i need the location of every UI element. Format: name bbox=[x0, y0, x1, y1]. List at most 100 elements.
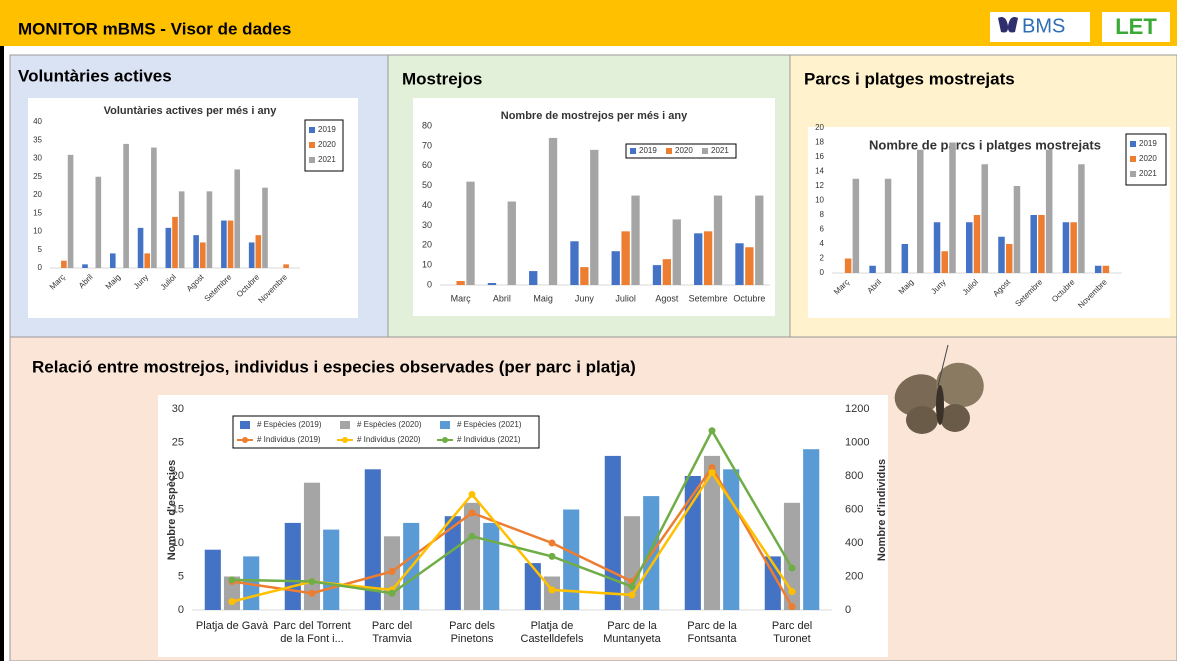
bar bbox=[662, 259, 672, 285]
y-tick-label: 20 bbox=[422, 240, 432, 250]
bar bbox=[234, 169, 241, 268]
bar bbox=[563, 509, 580, 610]
legend-label: 2019 bbox=[639, 146, 657, 155]
bar bbox=[1038, 215, 1045, 273]
x-tick-label: Agost bbox=[655, 293, 679, 303]
y-tick-label: 16 bbox=[815, 152, 824, 161]
line-marker bbox=[708, 469, 716, 477]
y-tick-label: 0 bbox=[820, 268, 825, 277]
chart-title: Nombre de parcs i platges mostrejats bbox=[869, 137, 1101, 152]
legend-box bbox=[232, 415, 540, 449]
legend-label: 2021 bbox=[711, 146, 729, 155]
bar bbox=[941, 251, 949, 273]
legend-label: 2019 bbox=[1139, 139, 1157, 148]
bar bbox=[966, 222, 973, 273]
bar bbox=[193, 235, 199, 268]
bar bbox=[262, 187, 268, 268]
bar bbox=[783, 502, 801, 610]
chart-area bbox=[808, 127, 1170, 318]
bar bbox=[570, 241, 579, 285]
logo-text: LET bbox=[1115, 14, 1157, 39]
panel-title: Mostrejos bbox=[402, 69, 482, 88]
y-tick-label: 25 bbox=[172, 436, 184, 448]
legend-label: # Individus (2021) bbox=[457, 435, 521, 444]
legend-swatch bbox=[1130, 171, 1136, 177]
legend-swatch bbox=[342, 437, 348, 443]
y2-tick-label: 1200 bbox=[845, 403, 869, 415]
legend-label: 2020 bbox=[1139, 154, 1157, 163]
bar bbox=[283, 264, 289, 268]
y-tick-label: 4 bbox=[820, 239, 825, 248]
bar bbox=[151, 147, 157, 268]
bar bbox=[998, 236, 1005, 273]
bar bbox=[933, 222, 941, 273]
y-tick-label: 0 bbox=[427, 279, 432, 289]
bar bbox=[199, 242, 206, 268]
panel-title: Voluntàries actives bbox=[18, 66, 172, 85]
line-marker bbox=[228, 598, 236, 606]
bar bbox=[284, 522, 301, 610]
header-bar bbox=[0, 0, 1177, 46]
bar bbox=[206, 191, 213, 268]
bar bbox=[123, 143, 129, 268]
y-tick-label: 10 bbox=[422, 260, 432, 270]
chart-title: Voluntàries actives per més i any bbox=[104, 105, 278, 117]
legend-label: # Espècies (2019) bbox=[257, 420, 322, 429]
panel-title: Relació entre mostrejos, individus i esp… bbox=[32, 357, 636, 376]
y-tick-label: 20 bbox=[172, 470, 184, 482]
y-tick-label: 30 bbox=[33, 154, 42, 163]
bar bbox=[884, 178, 892, 273]
y-tick-label: 18 bbox=[815, 138, 824, 147]
y-tick-label: 30 bbox=[422, 220, 432, 230]
bar bbox=[204, 549, 221, 610]
y-tick-label: 20 bbox=[33, 190, 42, 199]
bar bbox=[604, 455, 621, 610]
line-marker bbox=[468, 509, 476, 517]
logo-bg bbox=[1102, 12, 1170, 42]
bar bbox=[109, 253, 116, 268]
x-tick-label: Parc del Turonet bbox=[771, 620, 813, 645]
y-tick-label: 10 bbox=[33, 227, 42, 236]
y-tick-label: 14 bbox=[815, 167, 824, 176]
x-tick-label: Parc del Torrent de la Font i... bbox=[273, 620, 351, 645]
y-tick-label: 5 bbox=[178, 570, 184, 582]
bar bbox=[221, 220, 227, 268]
x-tick-label: Parc del Tramvia bbox=[371, 620, 413, 645]
y2-tick-label: 600 bbox=[845, 503, 863, 515]
y-tick-label: 10 bbox=[815, 196, 824, 205]
line-marker bbox=[548, 539, 556, 547]
legend-swatch bbox=[666, 148, 672, 154]
legend-label: 2019 bbox=[318, 125, 336, 134]
y-tick-label: 0 bbox=[178, 604, 184, 616]
bar bbox=[631, 195, 640, 285]
bar bbox=[735, 243, 744, 285]
panel-title: Parcs i platges mostrejats bbox=[804, 69, 1015, 88]
y-tick-label: 12 bbox=[815, 181, 824, 190]
bar bbox=[82, 264, 88, 268]
bar bbox=[1013, 186, 1021, 273]
bar bbox=[444, 516, 461, 610]
legend-label: 2020 bbox=[675, 146, 693, 155]
bar bbox=[901, 244, 909, 273]
x-tick-label: Octubre bbox=[733, 293, 765, 303]
bar bbox=[178, 191, 185, 268]
y-tick-label: 40 bbox=[33, 117, 42, 126]
x-tick-label: Maig bbox=[533, 293, 553, 303]
y2-tick-label: 400 bbox=[845, 537, 863, 549]
bar bbox=[981, 164, 988, 273]
left-border bbox=[0, 46, 4, 661]
legend-swatch bbox=[309, 157, 315, 163]
line-marker bbox=[708, 427, 716, 435]
bar bbox=[1094, 265, 1102, 273]
bar bbox=[672, 219, 681, 285]
bar bbox=[303, 482, 321, 610]
bar bbox=[694, 233, 703, 285]
bar bbox=[548, 137, 558, 285]
logo-text: BMS bbox=[1022, 15, 1065, 37]
line-marker bbox=[308, 578, 316, 586]
legend-swatch bbox=[242, 437, 248, 443]
x-tick-label: Març bbox=[451, 293, 471, 303]
bar bbox=[1102, 265, 1110, 273]
logo-icon bbox=[998, 17, 1018, 33]
bar bbox=[137, 227, 144, 268]
